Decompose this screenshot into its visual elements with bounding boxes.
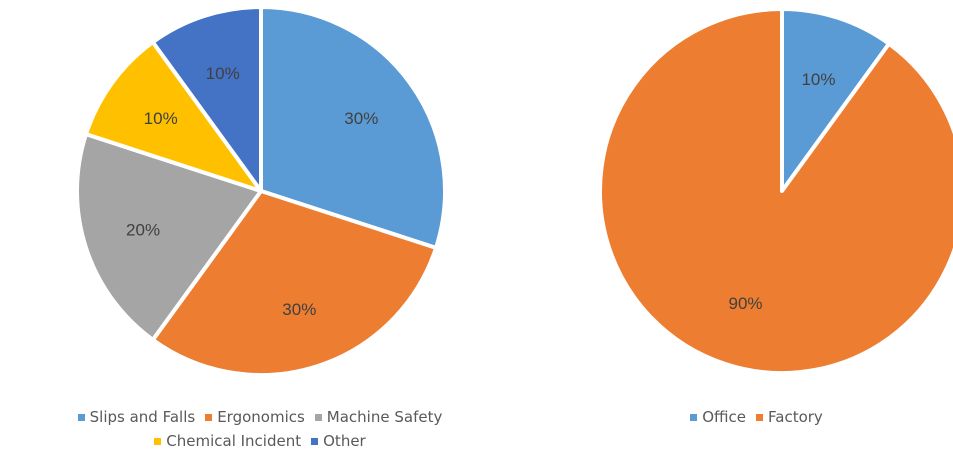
legend-swatch-office — [690, 413, 698, 421]
legend-swatch-chemical-incident — [154, 437, 162, 445]
pie-slice-slips-and-falls — [259, 5, 447, 250]
legend-label-machine-safety: Machine Safety — [326, 408, 443, 426]
legend-label-other: Other — [323, 432, 366, 450]
legend-item-other: Other — [311, 432, 366, 450]
pie-slice-factory — [598, 7, 953, 375]
legend-label-ergonomics: Ergonomics — [217, 408, 305, 426]
pie-slice-other — [150, 5, 263, 193]
pie-slice-chemical-incident — [84, 40, 263, 193]
data-label-slips-and-falls: 30% — [344, 109, 378, 128]
data-label-other: 10% — [206, 64, 240, 83]
data-label-factory: 90% — [729, 294, 763, 313]
legend-swatch-slips-and-falls — [77, 413, 85, 421]
legend-row: Slips and Falls Ergonomics Machine Safety — [0, 405, 520, 429]
legend-label-slips-and-falls: Slips and Falls — [89, 408, 196, 426]
location-legend: Office Factory — [560, 405, 953, 429]
data-label-ergonomics: 30% — [282, 300, 316, 319]
legend-item-office: Office — [690, 408, 746, 426]
legend-swatch-factory — [756, 413, 763, 421]
pie-slice-office — [780, 7, 891, 193]
legend-item-ergonomics: Ergonomics — [205, 408, 305, 426]
data-label-chemical-incident: 10% — [144, 109, 178, 128]
legend-item-factory: Factory — [756, 408, 823, 426]
data-label-office: 10% — [801, 70, 835, 89]
pie-slice-ergonomics — [150, 189, 438, 377]
data-label-machine-safety: 20% — [126, 220, 160, 239]
legend-item-slips-and-falls: Slips and Falls — [77, 408, 196, 426]
incident-type-pie-plot: 30% 30% 20% 10% 10% — [75, 5, 447, 377]
location-pie-chart: 10% 90% Office Factory — [560, 0, 953, 462]
legend-swatch-machine-safety — [314, 413, 322, 421]
legend-swatch-other — [311, 437, 319, 445]
legend-label-factory: Factory — [768, 408, 823, 426]
legend-row: Office Factory — [560, 405, 953, 429]
legend-row: Chemical Incident Other — [0, 429, 520, 453]
location-pie-plot: 10% 90% — [598, 7, 953, 375]
pie-slice-machine-safety — [75, 132, 263, 342]
incident-type-legend: Slips and Falls Ergonomics Machine Safety C… — [0, 405, 520, 453]
legend-item-chemical-incident: Chemical Incident — [154, 432, 301, 450]
incident-type-pie-chart: 30% 30% 20% 10% 10% Slips and Falls Ergonomic… — [0, 5, 520, 453]
legend-swatch-ergonomics — [205, 413, 213, 421]
legend-item-machine-safety: Machine Safety — [314, 408, 443, 426]
legend-label-office: Office — [702, 408, 746, 426]
legend-label-chemical-incident: Chemical Incident — [166, 432, 302, 450]
